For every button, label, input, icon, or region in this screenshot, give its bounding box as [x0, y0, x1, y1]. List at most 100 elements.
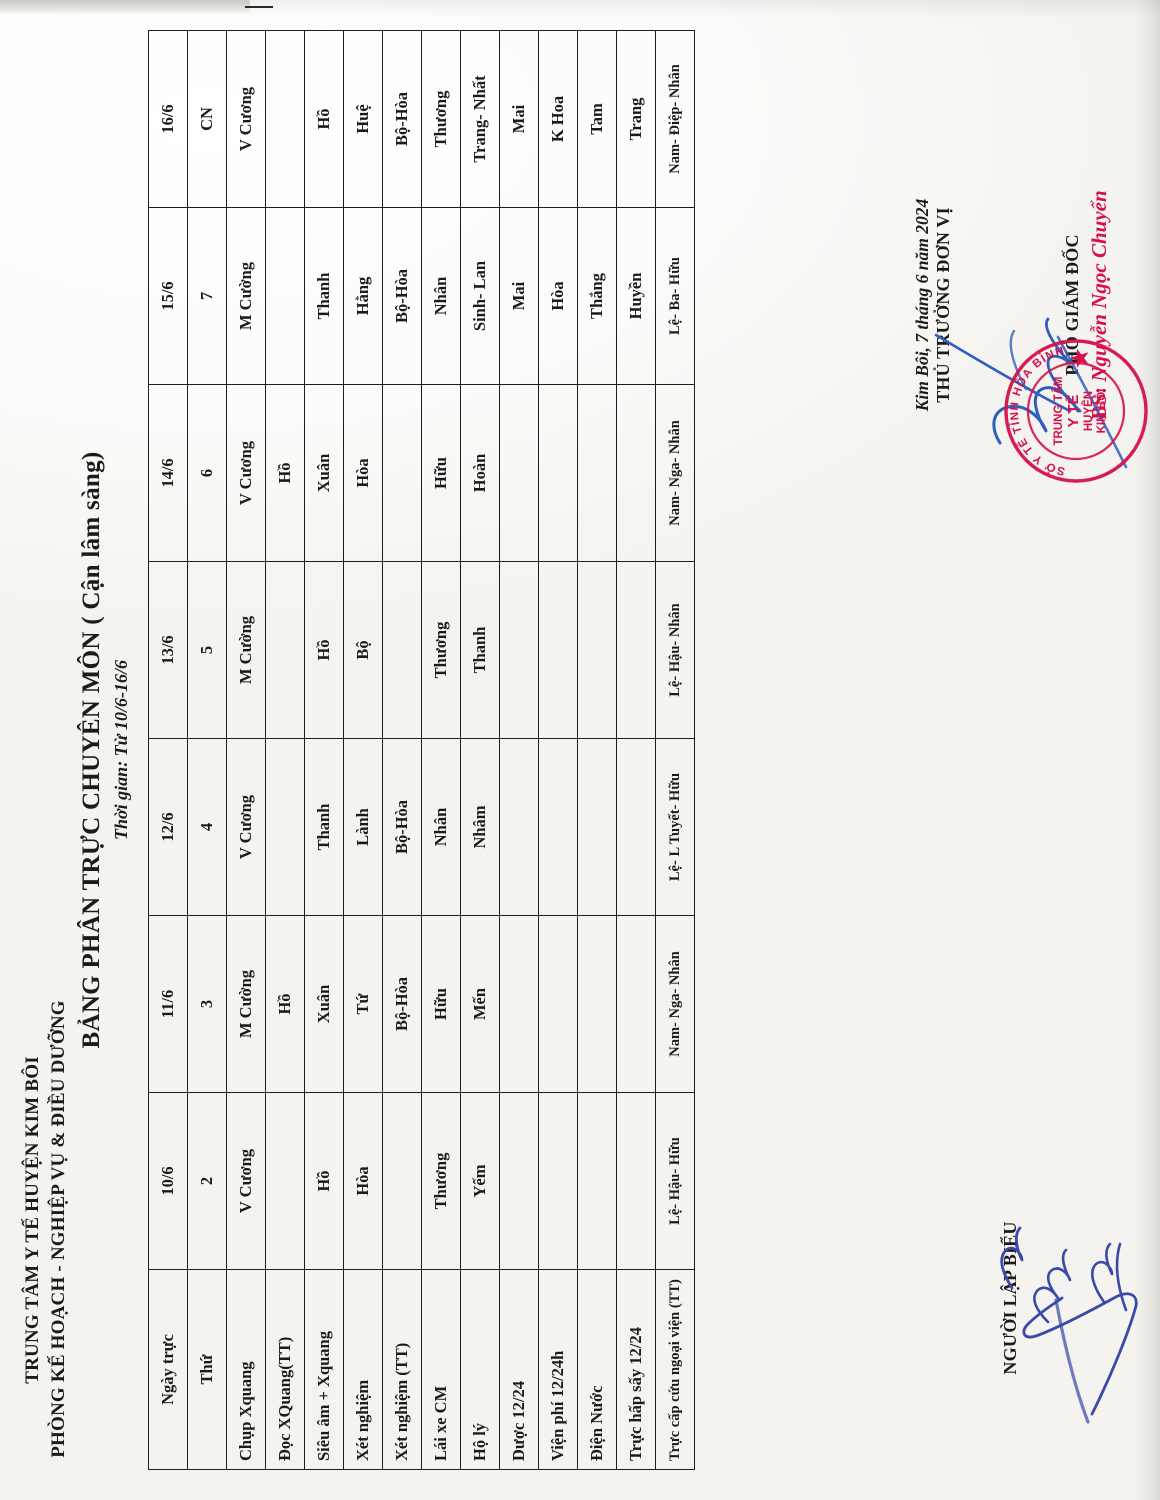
row-label: Điện Nước — [577, 1269, 617, 1470]
page-subtitle: Thời gian: Từ 10/6-16/6 — [111, 660, 131, 840]
duty-cell: Hoàn — [460, 384, 500, 562]
table-row: Đọc XQuang(TT) Hồ Hồ — [265, 30, 305, 1470]
duty-cell: Sinh- Lan — [460, 207, 500, 385]
duty-cell: Nhâm — [460, 738, 500, 916]
duty-cell — [616, 384, 656, 562]
duty-cell: Hồ — [304, 561, 344, 739]
duty-cell: Trang- Nhất — [460, 30, 500, 208]
duty-cell — [577, 738, 617, 916]
duty-cell — [616, 1092, 656, 1270]
header-cell-weekday: 2 — [187, 1092, 227, 1270]
duty-cell: Thanh — [460, 561, 500, 739]
row-label: Lái xe CM — [421, 1269, 461, 1470]
duty-cell — [382, 1092, 422, 1270]
duty-cell: Bộ-Hòa — [382, 207, 422, 385]
table-row: Dược 12/24 Mai Mai — [499, 30, 539, 1470]
scan-artifact-tick — [245, 6, 273, 8]
duty-schedule-table: Ngày trực 10/6 11/6 12/6 13/6 14/6 15/6 16/6 T… — [148, 30, 695, 1470]
duty-cell — [265, 30, 305, 208]
svg-text:HUYỆN: HUYỆN — [1082, 391, 1095, 431]
duty-cell: Mai — [499, 30, 539, 208]
duty-cell: Thương — [421, 30, 461, 208]
duty-cell — [499, 915, 539, 1093]
table-row: Chụp Xquang V Cương M Cường V Cương M Cường V… — [226, 30, 266, 1470]
duty-cell: Huyền — [616, 207, 656, 385]
svg-text:KIM BÔI: KIM BÔI — [1095, 389, 1108, 434]
duty-cell: Tứ — [343, 915, 383, 1093]
duty-cell — [499, 1092, 539, 1270]
duty-cell: Hữu — [421, 384, 461, 562]
duty-cell: V Cương — [226, 384, 266, 562]
table-body: Chụp Xquang V Cương M Cường V Cương M Cường V… — [226, 30, 695, 1470]
table-row: Điện Nước Thắng Tam — [577, 30, 617, 1470]
duty-cell — [538, 1092, 578, 1270]
table-head: Ngày trực 10/6 11/6 12/6 13/6 14/6 15/6 16/6 T… — [148, 30, 227, 1470]
signature-place-date: Kim Bôi, 7 tháng 6 năm 2024 — [912, 198, 932, 412]
duty-cell: Hồ — [265, 915, 305, 1093]
row-label: Chụp Xquang — [226, 1269, 266, 1470]
duty-cell — [616, 915, 656, 1093]
duty-cell: Bộ-Hòa — [382, 915, 422, 1093]
duty-cell: Mến — [460, 915, 500, 1093]
header-cell-weekday: CN — [187, 30, 227, 208]
duty-cell — [616, 561, 656, 739]
letterhead-organization: TRUNG TÂM Y TẾ HUYỆN KIM BÔI — [22, 1056, 43, 1384]
duty-cell — [265, 738, 305, 916]
duty-cell: Nam- Nga- Nhân — [655, 384, 695, 562]
row-label: Trực cấp cứu ngoại viện (TT) — [655, 1269, 695, 1470]
duty-cell — [577, 1092, 617, 1270]
duty-cell — [382, 384, 422, 562]
duty-cell: Hồ — [304, 1092, 344, 1270]
duty-cell: Hòa — [343, 384, 383, 562]
table-row: Trực cấp cứu ngoại viện (TT) Lệ- Hậu- Hữu… — [655, 30, 695, 1470]
duty-cell: Hằng — [343, 207, 383, 385]
table-row: Siêu âm + Xquang Hồ Xuân Thanh Hồ Xuân Thanh Hồ — [304, 30, 344, 1470]
duty-cell — [538, 561, 578, 739]
duty-cell: Mai — [499, 207, 539, 385]
duty-cell: Hòa — [538, 207, 578, 385]
duty-cell: Bộ-Hòa — [382, 30, 422, 208]
duty-cell — [265, 207, 305, 385]
header-cell-weekday: 5 — [187, 561, 227, 739]
row-label: Viện phí 12/24h — [538, 1269, 578, 1470]
header-cell-date: 11/6 — [148, 915, 188, 1093]
duty-cell: V Cương — [226, 738, 266, 916]
signature-role-preparer: NGƯỜI LẬP BIỂU — [1000, 1221, 1020, 1375]
header-cell-date: 16/6 — [148, 30, 188, 208]
duty-cell — [538, 915, 578, 1093]
duty-cell: M Cường — [226, 207, 266, 385]
row-label: Hộ lý — [460, 1269, 500, 1470]
table-row: Hộ lý Yếm Mến Nhâm Thanh Hoàn Sinh- Lan Trang- … — [460, 30, 500, 1470]
row-label: Đọc XQuang(TT) — [265, 1269, 305, 1470]
duty-cell: V Cương — [226, 30, 266, 208]
duty-cell: Hồ — [265, 384, 305, 562]
duty-cell: K Hoa — [538, 30, 578, 208]
svg-text:Y TẾ: Y TẾ — [1065, 394, 1082, 427]
duty-cell: Thanh — [304, 207, 344, 385]
duty-cell: Hồ — [304, 30, 344, 208]
duty-cell: Nhân — [421, 207, 461, 385]
duty-cell: V Cương — [226, 1092, 266, 1270]
duty-cell: Nam- Điệp- Nhân — [655, 30, 695, 208]
duty-cell — [382, 561, 422, 739]
header-cell-date: 12/6 — [148, 738, 188, 916]
signature-role-head: THỦ TRƯỞNG ĐƠN VỊ — [933, 207, 953, 403]
duty-cell — [499, 561, 539, 739]
title-block: BẢNG PHÂN TRỰC CHUYÊN MÔN ( Cận lâm sàng… — [78, 0, 132, 1500]
duty-cell: Lệ- Hậu- Nhân — [655, 561, 695, 739]
page-edge-top — [0, 0, 1160, 18]
duty-cell: Tam — [577, 30, 617, 208]
duty-cell — [577, 915, 617, 1093]
row-label: Siêu âm + Xquang — [304, 1269, 344, 1470]
table-row: Xét nghiệm (TT) Bộ-Hòa Bộ-Hòa Bộ-Hòa Bộ-Hòa — [382, 30, 422, 1470]
duty-cell: Lệ- Hậu- Hữu — [655, 1092, 695, 1270]
duty-cell: Yếm — [460, 1092, 500, 1270]
header-cell-date: 14/6 — [148, 384, 188, 562]
table-header-row-weekdays: Thứ 2 3 4 5 6 7 CN — [187, 30, 227, 1470]
letterhead-department: PHÒNG KẾ HOẠCH - NGHIỆP VỤ & ĐIỀU DƯỠNG — [47, 1000, 69, 1458]
duty-cell — [538, 738, 578, 916]
header-cell-date: 13/6 — [148, 561, 188, 739]
duty-cell: Hữu — [421, 915, 461, 1093]
duty-cell: Bộ-Hòa — [382, 738, 422, 916]
